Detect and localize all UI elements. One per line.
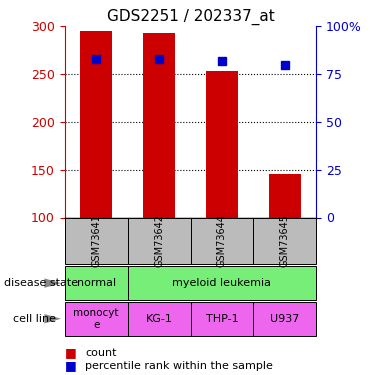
Text: GSM73645: GSM73645 (280, 214, 290, 267)
Text: myeloid leukemia: myeloid leukemia (172, 278, 272, 288)
Text: cell line: cell line (13, 314, 56, 324)
Text: THP-1: THP-1 (206, 314, 238, 324)
Text: GSM73641: GSM73641 (91, 214, 101, 267)
Bar (81, 31, 112, 217)
Text: ■: ■ (65, 346, 77, 359)
Bar (269, 174, 300, 217)
Text: GSM73644: GSM73644 (217, 214, 227, 267)
Bar (144, 33, 175, 218)
Text: percentile rank within the sample: percentile rank within the sample (85, 361, 273, 370)
Text: ■: ■ (65, 359, 77, 372)
Bar (206, 71, 238, 217)
Polygon shape (44, 278, 61, 288)
Polygon shape (44, 314, 61, 324)
Text: count: count (85, 348, 117, 357)
Text: U937: U937 (270, 314, 300, 324)
Title: GDS2251 / 202337_at: GDS2251 / 202337_at (107, 9, 275, 25)
Text: KG-1: KG-1 (146, 314, 172, 324)
Text: monocyt
e: monocyt e (74, 308, 119, 330)
Text: GSM73642: GSM73642 (154, 214, 164, 267)
Text: normal: normal (77, 278, 116, 288)
Text: disease state: disease state (4, 278, 78, 288)
